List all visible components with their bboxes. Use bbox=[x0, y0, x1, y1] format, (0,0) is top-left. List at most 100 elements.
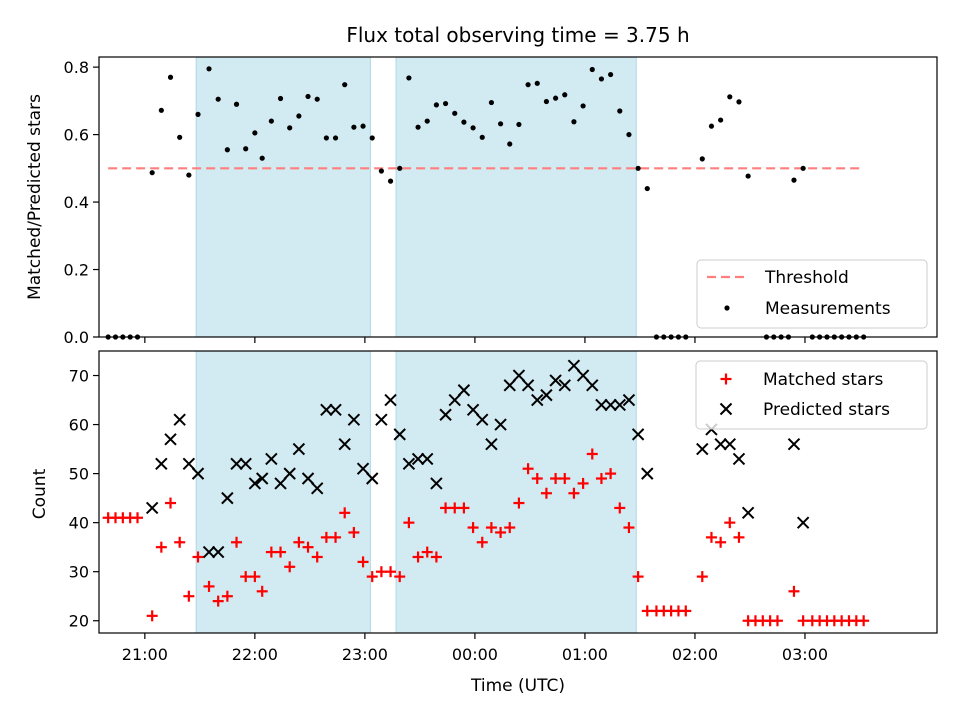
matched-point bbox=[183, 590, 195, 602]
predicted-point bbox=[230, 457, 243, 471]
matched-point bbox=[504, 522, 516, 534]
measurement-point bbox=[233, 101, 240, 107]
predicted-point bbox=[421, 452, 434, 466]
matched-point bbox=[231, 536, 243, 548]
predicted-point bbox=[329, 403, 342, 417]
measurement-point bbox=[470, 125, 476, 131]
measurement-point bbox=[433, 102, 440, 108]
matched-point bbox=[568, 487, 580, 499]
predicted-point-b bbox=[540, 388, 553, 402]
measurement-point bbox=[259, 155, 265, 161]
predicted-point bbox=[576, 369, 590, 382]
predicted-point bbox=[613, 398, 626, 412]
measurement-point bbox=[516, 121, 522, 128]
predicted-point-b bbox=[512, 369, 526, 382]
predicted-point-b bbox=[586, 379, 599, 392]
predicted-point bbox=[248, 477, 262, 490]
predicted-point bbox=[494, 418, 507, 431]
matched-point bbox=[623, 522, 635, 534]
matched-point bbox=[449, 502, 461, 514]
matched-point bbox=[586, 448, 598, 460]
predicted-point bbox=[476, 413, 489, 426]
predicted-point bbox=[696, 442, 709, 456]
matched-point bbox=[330, 531, 342, 543]
matched-point bbox=[320, 531, 332, 543]
matched-point bbox=[249, 571, 261, 583]
matched-point bbox=[293, 536, 305, 548]
predicted-point-b bbox=[494, 418, 507, 431]
predicted-point-b bbox=[393, 428, 406, 441]
matched-point bbox=[440, 502, 452, 514]
measurement-point bbox=[252, 130, 258, 136]
measurement-point bbox=[479, 134, 485, 140]
matched-point bbox=[339, 507, 351, 519]
matched-point bbox=[311, 551, 323, 563]
measurement-point bbox=[305, 93, 311, 100]
matched-point bbox=[680, 605, 692, 617]
matched-point bbox=[522, 463, 534, 475]
matched-point bbox=[192, 551, 204, 563]
legend-predicted-marker-b bbox=[719, 402, 733, 416]
measurement-point bbox=[186, 172, 192, 178]
measurement-point bbox=[243, 146, 249, 152]
predicted-point bbox=[531, 393, 544, 407]
matched-point bbox=[256, 585, 268, 597]
predicted-point-b bbox=[402, 457, 416, 471]
predicted-point-b bbox=[430, 477, 443, 490]
matched-point bbox=[212, 595, 224, 607]
predicted-point-b bbox=[173, 413, 186, 426]
top-y-axis-label: Matched/Predicted stars bbox=[25, 94, 45, 300]
predicted-point bbox=[540, 388, 553, 402]
predicted-point-b bbox=[796, 516, 810, 529]
y-tick-label: 0.0 bbox=[64, 328, 89, 347]
predicted-point-b bbox=[503, 379, 516, 392]
predicted-point-b bbox=[239, 457, 252, 471]
measurement-point bbox=[552, 95, 559, 101]
matched-point bbox=[284, 561, 296, 573]
measurement-point bbox=[397, 165, 403, 171]
predicted-point bbox=[274, 477, 287, 490]
y-tick-label: 40 bbox=[69, 514, 89, 533]
predicted-point-b bbox=[631, 428, 645, 441]
matched-point bbox=[203, 580, 215, 592]
measurement-point bbox=[314, 96, 320, 102]
measurement-point bbox=[534, 80, 540, 86]
predicted-point bbox=[255, 472, 269, 485]
measurement-point bbox=[149, 170, 155, 176]
predicted-point-b bbox=[457, 384, 471, 397]
x-axis-label: Time (UTC) bbox=[470, 676, 565, 696]
predicted-point bbox=[292, 442, 306, 456]
predicted-point-b bbox=[439, 408, 452, 421]
bottom-predicted-points bbox=[145, 359, 810, 559]
predicted-point-b bbox=[622, 393, 636, 407]
measurement-point bbox=[452, 110, 458, 116]
measurement-point bbox=[442, 100, 449, 107]
matched-point bbox=[421, 546, 433, 558]
predicted-point bbox=[503, 379, 516, 392]
predicted-point-b bbox=[732, 452, 746, 466]
measurement-point bbox=[727, 94, 733, 100]
legend-predicted-swatch bbox=[719, 402, 733, 416]
measurement-point bbox=[195, 111, 201, 117]
predicted-point bbox=[393, 428, 406, 441]
bottom-legend-box bbox=[695, 360, 928, 430]
predicted-point-b bbox=[248, 477, 262, 490]
x-tick-label: 03:00 bbox=[782, 645, 828, 664]
matched-point bbox=[797, 615, 809, 627]
matched-point bbox=[403, 517, 415, 529]
bottom-y-ticks: 20 30 40 50 60 70 bbox=[69, 367, 99, 631]
predicted-point bbox=[631, 428, 645, 441]
top-panel: 0.00.20.40.60.8 Matched/Predicted stars … bbox=[25, 56, 938, 347]
predicted-point-b bbox=[567, 359, 581, 372]
predicted-point bbox=[347, 413, 361, 426]
predicted-point bbox=[221, 491, 234, 505]
measurement-point bbox=[177, 134, 183, 140]
predicted-point-b bbox=[641, 467, 654, 480]
measurement-point bbox=[461, 119, 467, 125]
measurement-point bbox=[635, 165, 641, 171]
measurement-point bbox=[369, 135, 375, 141]
predicted-point bbox=[265, 452, 278, 466]
shaded-band bbox=[195, 56, 371, 338]
predicted-point-b bbox=[356, 462, 370, 475]
measurement-point bbox=[608, 71, 614, 78]
